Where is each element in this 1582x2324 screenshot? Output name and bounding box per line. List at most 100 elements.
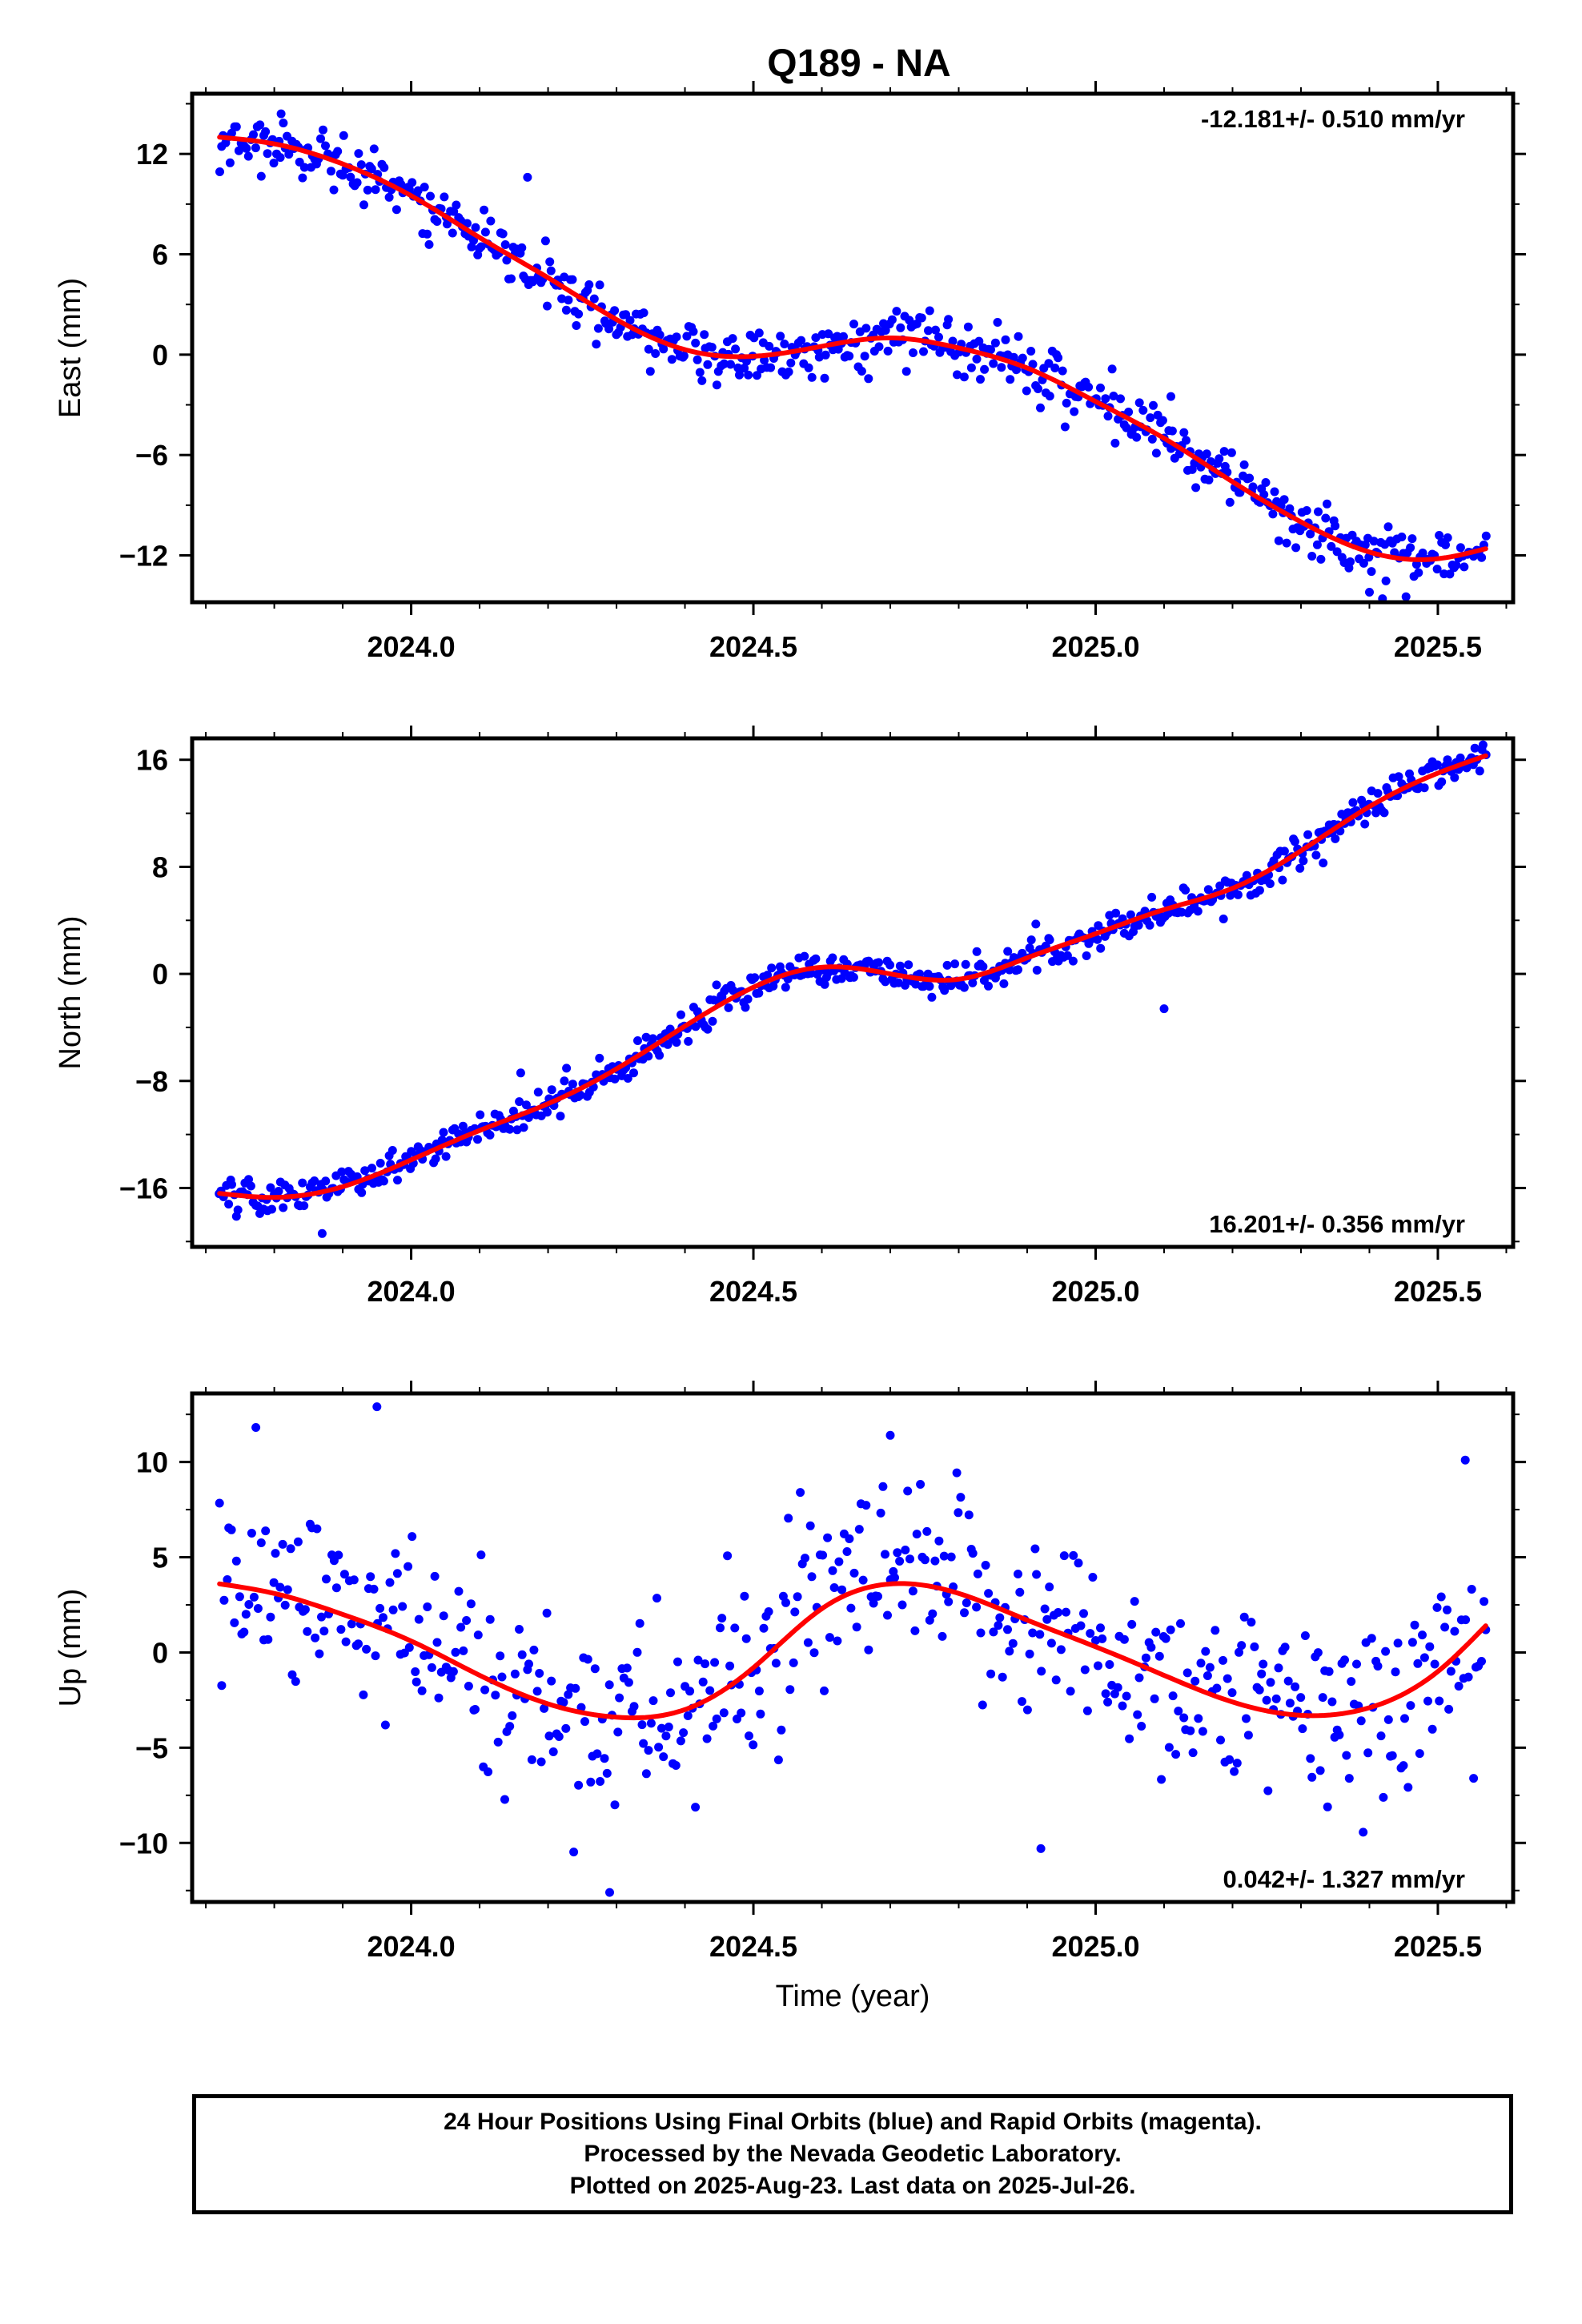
north-rate-label: 16.201+/- 0.356 mm/yr [1209, 1210, 1465, 1238]
up-data-point [493, 1737, 503, 1747]
up-data-point [404, 1642, 414, 1652]
up-data-point [561, 1723, 571, 1733]
up-data-point [1037, 1667, 1046, 1676]
up-data-point [1015, 1587, 1025, 1597]
east-data-point [1481, 531, 1491, 541]
up-data-point [592, 1749, 602, 1759]
up-data-point [1203, 1671, 1212, 1680]
up-data-point [434, 1693, 444, 1703]
north-data-point [1145, 920, 1154, 930]
up-data-point [1196, 1659, 1206, 1668]
up-data-point [1298, 1724, 1307, 1734]
up-data-point [939, 1551, 949, 1561]
up-data-point [484, 1767, 493, 1776]
up-data-point [544, 1731, 554, 1741]
north-data-point [800, 951, 809, 961]
up-data-point [1315, 1766, 1325, 1775]
up-data-point [1344, 1774, 1354, 1783]
up-xlabel: Time (year) [776, 1980, 930, 2013]
north-data-point [978, 962, 988, 971]
east-data-point [679, 351, 689, 360]
up-data-point [251, 1423, 261, 1432]
east-data-point [720, 359, 729, 368]
east-data-point [1316, 554, 1326, 564]
up-data-point [685, 1687, 695, 1696]
east-data-point [391, 205, 401, 215]
east-data-point [1239, 460, 1249, 469]
up-data-point [639, 1739, 648, 1748]
up-data-point [823, 1533, 833, 1542]
east-data-point [1279, 495, 1289, 505]
north-data-point [595, 1053, 604, 1063]
east-data-point [693, 355, 702, 364]
east-data-point [595, 280, 604, 290]
east-data-point [919, 347, 928, 356]
east-data-point [1302, 506, 1311, 515]
up-data-point [1403, 1783, 1413, 1792]
up-data-point [1113, 1683, 1122, 1692]
east-data-point [1327, 541, 1336, 551]
east-data-point [780, 340, 789, 348]
up-xtick-label: 2024.0 [367, 1930, 456, 1963]
up-data-point [515, 1625, 524, 1634]
east-data-point [700, 330, 709, 340]
up-data-point [266, 1612, 275, 1622]
east-data-point [1225, 497, 1235, 507]
up-data-point [291, 1677, 300, 1687]
up-data-point [347, 1619, 356, 1629]
east-data-point [561, 305, 571, 315]
up-data-point [1243, 1731, 1253, 1740]
up-data-point [1051, 1675, 1061, 1685]
up-data-point [1399, 1761, 1408, 1771]
east-data-point [874, 342, 884, 352]
up-data-point [1018, 1697, 1026, 1707]
up-data-point [596, 1777, 605, 1786]
up-data-point [1255, 1685, 1264, 1695]
up-data-point [247, 1529, 256, 1538]
east-data-point [413, 186, 423, 195]
up-data-point [784, 1514, 793, 1523]
east-data-point [1182, 436, 1191, 445]
north-data-point [519, 1123, 528, 1132]
east-data-point [644, 344, 653, 354]
up-data-point [745, 1731, 753, 1741]
east-data-point [1274, 536, 1283, 545]
east-data-point [356, 160, 366, 170]
north-data-point [1203, 885, 1213, 895]
up-data-point [903, 1486, 913, 1496]
up-data-point [764, 1607, 773, 1616]
up-data-point [920, 1555, 930, 1565]
north-frame [190, 736, 1516, 1249]
up-data-point [1022, 1705, 1032, 1715]
east-data-point [610, 306, 620, 316]
east-data-point [707, 343, 717, 352]
up-data-point [275, 1582, 285, 1592]
up-data-point [1088, 1573, 1098, 1582]
up-data-point [716, 1623, 725, 1633]
up-data-point [241, 1610, 251, 1619]
up-data-point [1205, 1663, 1215, 1672]
east-data-point [469, 235, 478, 245]
east-data-point [540, 236, 550, 246]
north-data-point [1147, 892, 1157, 902]
up-data-point [1327, 1697, 1337, 1707]
north-data-point [267, 1204, 276, 1214]
up-data-point [1480, 1597, 1489, 1606]
up-data-point [427, 1663, 436, 1672]
east-data-point [989, 359, 998, 368]
east-data-point [352, 178, 362, 187]
up-data-point [1410, 1620, 1419, 1630]
east-data-point [839, 332, 848, 341]
up-data-point [1467, 1585, 1476, 1594]
up-data-point [1373, 1662, 1383, 1671]
east-data-point [1026, 347, 1036, 356]
up-data-point [1098, 1634, 1107, 1643]
east-data-point [1331, 521, 1340, 531]
north-data-point [724, 1003, 733, 1012]
east-data-point [765, 341, 774, 351]
up-data-point [876, 1508, 885, 1518]
east-data-point [760, 356, 769, 365]
east-data-point [231, 122, 241, 131]
up-data-point [771, 1659, 781, 1668]
east-data-point [1365, 588, 1374, 597]
